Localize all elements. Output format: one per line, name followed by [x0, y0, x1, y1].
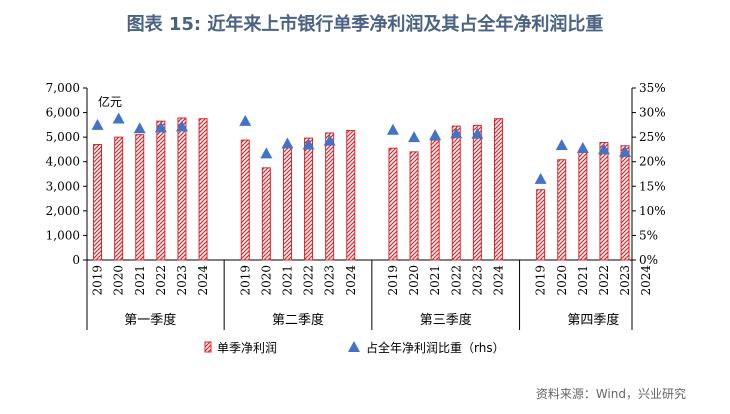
ratio-marker — [555, 139, 568, 151]
left-tick-label: 7,000 — [46, 81, 80, 95]
bar — [156, 120, 166, 261]
ratio-marker — [112, 112, 125, 124]
group-label: 第三季度 — [420, 312, 472, 328]
right-tick-label: 35% — [639, 81, 666, 95]
ratio-marker — [471, 127, 484, 139]
bar — [261, 167, 271, 261]
bar — [493, 118, 503, 261]
legend-bar-label: 单季净利润 — [217, 341, 277, 355]
year-tick-label: 2021 — [280, 265, 294, 296]
left-tick-label: 6,000 — [46, 106, 80, 120]
legend-marker-label: 占全年净利润比重（rhs） — [366, 340, 505, 355]
ratio-marker — [91, 118, 104, 130]
bar — [599, 142, 609, 261]
left-tick-label: 1,000 — [46, 228, 80, 242]
year-tick-label: 2023 — [323, 265, 337, 296]
year-tick-label: 2020 — [555, 265, 569, 296]
bar — [198, 118, 208, 261]
year-tick-label: 2022 — [154, 265, 168, 296]
chart-title: 图表 15: 近年来上市银行单季净利润及其占全年净利润比重 — [126, 14, 604, 35]
ratio-marker — [386, 123, 399, 135]
legend-bar-swatch — [204, 341, 212, 353]
left-tick-label: 4,000 — [46, 155, 80, 169]
bar — [409, 151, 419, 261]
bar — [93, 144, 103, 261]
ratio-marker — [576, 141, 589, 153]
left-tick-label: 3,000 — [46, 179, 80, 193]
year-tick-label: 2021 — [428, 265, 442, 296]
bar — [325, 132, 335, 261]
ratio-marker — [281, 137, 294, 149]
year-tick-label: 2019 — [91, 265, 105, 296]
bar — [557, 159, 567, 261]
ratio-marker — [175, 120, 188, 132]
bar — [114, 136, 124, 261]
source-note: 资料来源：Wind，兴业研究 — [535, 387, 686, 401]
year-tick-label: 2019 — [386, 265, 400, 296]
ratio-marker — [619, 145, 632, 157]
year-tick-label: 2020 — [112, 265, 126, 296]
left-tick-label: 5,000 — [46, 130, 80, 144]
ratio-marker — [597, 143, 610, 155]
bar — [620, 145, 630, 261]
year-tick-label: 2021 — [576, 265, 590, 296]
ratio-marker — [154, 121, 167, 133]
ratio-marker — [323, 134, 336, 146]
bar — [472, 124, 482, 261]
year-tick-label: 2020 — [259, 265, 273, 296]
ratio-marker — [302, 138, 315, 150]
right-tick-label: 10% — [639, 204, 666, 218]
bar — [135, 134, 145, 261]
group-label: 第二季度 — [272, 312, 324, 328]
ratio-marker — [534, 172, 547, 184]
right-tick-label: 0% — [639, 253, 658, 267]
year-tick-label: 2022 — [302, 265, 316, 296]
bar — [451, 125, 461, 261]
year-tick-label: 2023 — [175, 265, 189, 296]
left-tick-label: 0 — [72, 253, 80, 267]
right-tick-label: 30% — [639, 106, 666, 120]
bar — [430, 139, 440, 261]
year-tick-label: 2023 — [470, 265, 484, 296]
year-tick-label: 2020 — [407, 265, 421, 296]
bar — [536, 189, 546, 261]
year-tick-label: 2024 — [344, 265, 358, 296]
year-tick-label: 2022 — [597, 265, 611, 296]
bar — [304, 137, 314, 261]
ratio-marker — [408, 131, 421, 143]
unit-label: 亿元 — [98, 94, 122, 109]
group-label: 第四季度 — [567, 312, 619, 328]
year-tick-label: 2022 — [449, 265, 463, 296]
bar — [388, 147, 398, 261]
year-tick-label: 2019 — [238, 265, 252, 296]
legend-marker-swatch — [348, 341, 360, 352]
group-label: 第一季度 — [124, 312, 176, 328]
ratio-marker — [133, 122, 146, 134]
year-tick-label: 2024 — [196, 265, 210, 296]
year-tick-label: 2024 — [639, 265, 653, 296]
ratio-marker — [450, 127, 463, 139]
chart: 0 1,000 2,000 3,000 4,000 5,000 6,000 7,000 0% 5%… — [46, 81, 666, 355]
right-tick-label: 25% — [639, 130, 666, 144]
bar — [177, 117, 187, 261]
ratio-marker — [239, 114, 252, 126]
bar — [346, 130, 356, 261]
year-tick-label: 2024 — [491, 265, 505, 296]
bar — [282, 145, 292, 261]
right-tick-label: 5% — [639, 228, 658, 242]
right-tick-label: 20% — [639, 155, 666, 169]
year-tick-label: 2023 — [618, 265, 632, 296]
ratio-marker — [429, 129, 442, 141]
bar — [578, 150, 588, 261]
ratio-marker — [260, 147, 273, 159]
right-tick-label: 15% — [639, 179, 666, 193]
year-tick-label: 2019 — [534, 265, 548, 296]
left-tick-label: 2,000 — [46, 204, 80, 218]
year-tick-label: 2021 — [133, 265, 147, 296]
bar — [240, 139, 250, 261]
